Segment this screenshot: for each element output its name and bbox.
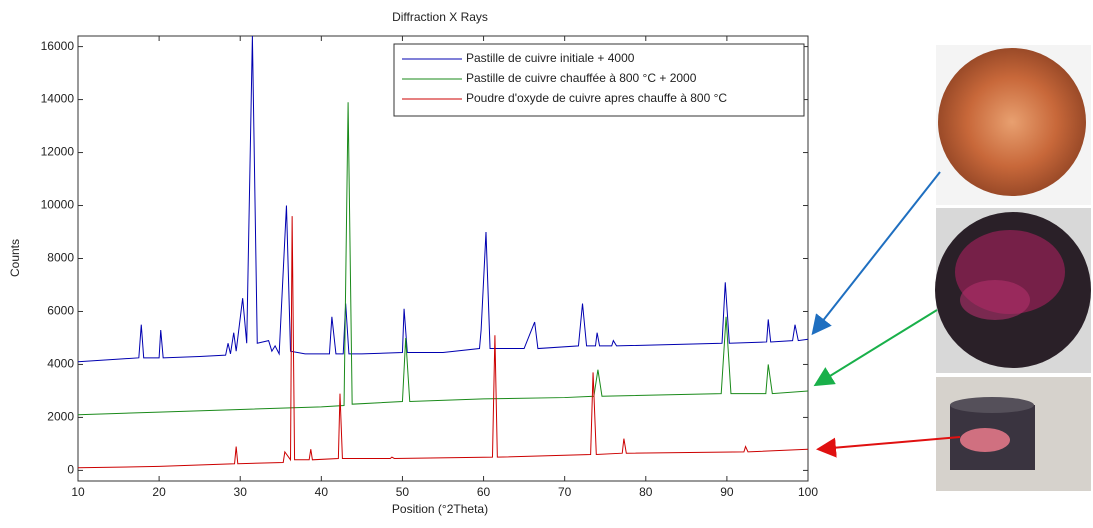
y-tick-label: 6000: [47, 304, 74, 318]
y-tick-label: 14000: [41, 92, 75, 106]
arrow: [811, 171, 941, 336]
y-tick-label: 12000: [41, 145, 75, 159]
x-tick-label: 10: [71, 485, 85, 499]
y-tick-label: 16000: [41, 39, 75, 53]
x-tick-label: 70: [558, 485, 572, 499]
x-axis-label: Position (°2Theta): [392, 502, 488, 516]
photo-copper: [936, 45, 1091, 205]
photo-heated: [935, 208, 1091, 373]
series-line: [78, 102, 808, 416]
x-tick-label: 90: [720, 485, 734, 499]
y-tick-label: 10000: [41, 198, 75, 212]
x-tick-label: 50: [396, 485, 410, 499]
chart-title: Diffraction X Rays: [392, 10, 488, 24]
photo-powder: [936, 377, 1091, 491]
series-line: [78, 36, 808, 363]
x-tick-label: 40: [315, 485, 329, 499]
y-tick-label: 0: [67, 463, 74, 477]
x-tick-label: 30: [234, 485, 248, 499]
x-tick-label: 80: [639, 485, 653, 499]
arrow: [813, 309, 938, 387]
y-axis-label: Counts: [8, 239, 22, 277]
legend-box: [393, 43, 805, 117]
legend-label: Poudre d'oxyde de cuivre apres chauffe à…: [466, 91, 727, 105]
plot-lines: [78, 36, 808, 469]
x-tick-label: 60: [477, 485, 491, 499]
x-tick-label: 20: [152, 485, 166, 499]
y-tick-label: 2000: [47, 410, 74, 424]
series-line: [78, 216, 808, 469]
y-tick-label: 8000: [47, 251, 74, 265]
y-tick-label: 4000: [47, 357, 74, 371]
arrow: [816, 436, 961, 458]
x-tick-label: 100: [798, 485, 818, 499]
legend-label: Pastille de cuivre chauffée à 800 °C + 2…: [466, 71, 697, 85]
legend-label: Pastille de cuivre initiale + 4000: [466, 51, 635, 65]
